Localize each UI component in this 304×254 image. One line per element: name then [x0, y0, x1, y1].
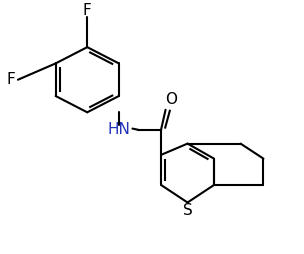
- Text: F: F: [6, 72, 15, 87]
- Text: S: S: [183, 202, 192, 217]
- Text: F: F: [83, 3, 92, 18]
- Text: O: O: [166, 92, 178, 107]
- Text: HN: HN: [107, 122, 130, 137]
